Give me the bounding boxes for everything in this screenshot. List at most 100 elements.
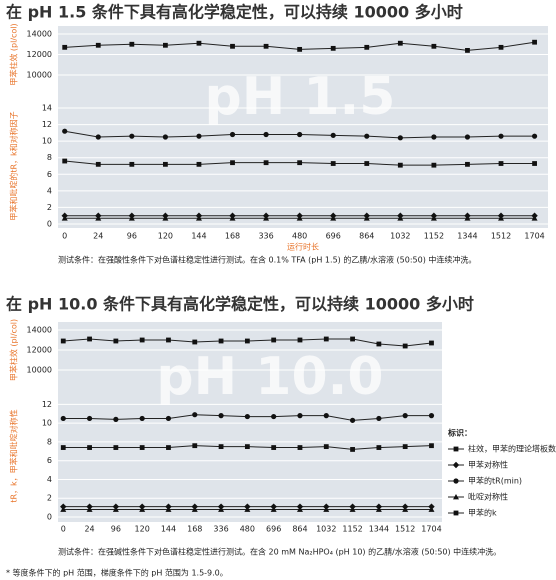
marker	[397, 40, 403, 46]
marker	[263, 43, 269, 49]
x-tick-label: 480	[240, 525, 255, 534]
marker	[129, 161, 135, 167]
legend-marker	[453, 510, 459, 516]
marker	[196, 40, 202, 46]
y-tick-label: 6	[47, 456, 52, 465]
legend-label: 甲苯的tR(min)	[468, 476, 522, 486]
x-tick-label: 168	[225, 232, 240, 241]
marker	[263, 215, 270, 221]
marker	[195, 215, 202, 221]
marker	[498, 44, 504, 50]
x-tick-label: 1344	[369, 525, 389, 534]
marker	[230, 43, 235, 49]
marker	[330, 132, 336, 138]
marker	[129, 41, 135, 47]
marker	[532, 161, 537, 166]
marker	[375, 506, 382, 512]
x-tick-label: 1704	[524, 232, 544, 241]
legend-box	[444, 423, 550, 520]
marker	[330, 161, 336, 166]
marker	[244, 444, 250, 450]
marker	[165, 506, 172, 512]
marker	[330, 45, 336, 51]
marker	[271, 337, 277, 343]
marker	[95, 42, 101, 48]
y2-tick-label: 14000	[27, 30, 52, 39]
marker	[62, 158, 68, 164]
marker	[86, 506, 93, 512]
marker	[62, 128, 68, 134]
chart-title: 在 pH 1.5 条件下具有高化学稳定性，可以持续 10000 多小时	[6, 3, 463, 22]
marker	[192, 339, 198, 345]
marker	[166, 445, 171, 450]
x-tick-label: 144	[191, 232, 206, 241]
legend-label: 吡啶对称性	[468, 492, 508, 502]
marker	[113, 338, 119, 344]
x-tick-label: 168	[187, 525, 202, 534]
marker	[364, 133, 370, 139]
marker	[263, 160, 269, 166]
marker	[196, 133, 202, 139]
marker	[128, 215, 135, 221]
marker	[376, 341, 382, 347]
marker	[350, 336, 355, 342]
marker	[323, 444, 329, 450]
y2-tick-label: 12000	[27, 50, 52, 59]
marker	[95, 161, 101, 167]
y2-tick-label: 10000	[27, 366, 52, 375]
note: * 等度条件下的 pH 范围，梯度条件下的 pH 范围为 1.5-9.0。	[6, 568, 228, 578]
marker	[60, 338, 66, 344]
x-tick-label: 144	[161, 525, 176, 534]
x-tick-label: 24	[93, 232, 103, 241]
x-tick-label: 96	[111, 525, 121, 534]
x-tick-label: 336	[213, 525, 228, 534]
marker	[113, 416, 119, 422]
legend-marker	[453, 446, 459, 452]
marker	[323, 506, 330, 512]
y-axis-label: 甲苯和吡啶的tR，k和对称因子	[9, 111, 19, 220]
marker	[218, 506, 225, 512]
y-tick-label: 8	[47, 437, 52, 446]
marker	[430, 215, 437, 221]
marker	[95, 215, 102, 221]
x-tick-label: 336	[258, 232, 273, 241]
watermark: pH 10.0	[156, 347, 383, 407]
marker	[95, 134, 101, 140]
marker	[244, 506, 251, 512]
y-tick-label: 12	[42, 120, 52, 129]
y-tick-label: 10	[42, 137, 52, 146]
marker	[113, 445, 119, 450]
x-tick-label: 0	[62, 232, 67, 241]
chart-title: 在 pH 10.0 条件下具有高化学稳定性，可以持续 10000 多小时	[6, 295, 474, 314]
x-tick-label: 0	[61, 525, 66, 534]
marker	[297, 160, 303, 166]
marker	[297, 131, 303, 138]
x-tick-label: 1032	[390, 232, 410, 241]
footnote: 测试条件：在强酸性条件下对色谱柱稳定性进行测试。在含 0.1% TFA (pH …	[58, 255, 476, 265]
x-tick-label: 24	[84, 525, 94, 534]
y2-axis-label: 甲苯柱效 (pl/col)	[9, 319, 19, 381]
x-tick-label: 864	[359, 232, 374, 241]
marker	[498, 161, 504, 166]
marker	[297, 413, 303, 419]
marker	[62, 44, 68, 50]
marker	[162, 42, 168, 48]
marker	[465, 48, 470, 53]
marker	[532, 39, 537, 45]
marker	[162, 215, 169, 221]
marker	[429, 443, 434, 449]
marker	[364, 161, 370, 166]
marker	[296, 506, 303, 512]
marker	[402, 343, 408, 349]
y2-axis-label: 甲苯柱效 (pl/col)	[9, 23, 19, 85]
marker	[464, 134, 471, 140]
marker	[464, 215, 471, 221]
legend-marker	[453, 494, 459, 500]
marker	[165, 415, 172, 422]
marker	[218, 338, 224, 344]
y-tick-label: 8	[47, 153, 52, 162]
x-tick-label: 120	[158, 232, 173, 241]
marker	[397, 162, 403, 168]
marker	[297, 46, 303, 52]
